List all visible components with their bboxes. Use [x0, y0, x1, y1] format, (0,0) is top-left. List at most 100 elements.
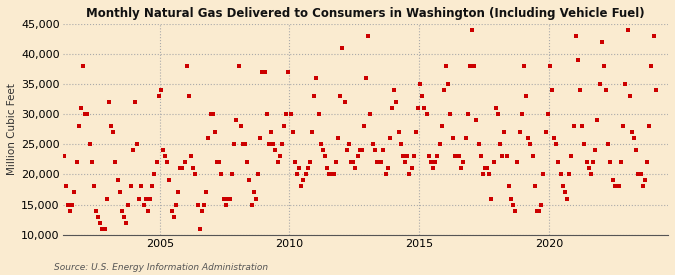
Point: [547, 88, 558, 92]
Point: [545, 64, 556, 68]
Point: [162, 160, 173, 164]
Point: [261, 112, 272, 116]
Point: [309, 94, 320, 98]
Point: [304, 160, 315, 164]
Point: [84, 142, 95, 147]
Point: [130, 100, 140, 104]
Point: [279, 124, 290, 128]
Point: [402, 154, 412, 159]
Point: [315, 142, 326, 147]
Point: [171, 202, 182, 207]
Point: [452, 154, 462, 159]
Point: [346, 160, 356, 164]
Point: [514, 130, 525, 134]
Point: [365, 112, 376, 116]
Point: [626, 130, 637, 134]
Point: [477, 172, 488, 177]
Point: [92, 214, 103, 219]
Point: [393, 130, 404, 134]
Point: [622, 28, 633, 32]
Point: [88, 184, 99, 189]
Point: [493, 112, 504, 116]
Point: [616, 160, 626, 164]
Point: [324, 172, 335, 177]
Point: [166, 208, 177, 213]
Point: [175, 166, 186, 170]
Point: [387, 106, 398, 110]
Point: [376, 160, 387, 164]
Point: [510, 208, 520, 213]
Point: [194, 226, 205, 231]
Point: [508, 202, 518, 207]
Point: [99, 226, 110, 231]
Point: [484, 172, 495, 177]
Point: [285, 112, 296, 116]
Point: [614, 184, 624, 189]
Point: [281, 112, 292, 116]
Point: [250, 196, 261, 201]
Point: [223, 196, 234, 201]
Point: [585, 172, 596, 177]
Point: [423, 154, 434, 159]
Point: [588, 160, 599, 164]
Point: [628, 136, 639, 141]
Point: [599, 64, 610, 68]
Point: [58, 154, 69, 159]
Point: [97, 226, 108, 231]
Point: [177, 166, 188, 170]
Point: [123, 202, 134, 207]
Point: [236, 124, 246, 128]
Point: [358, 124, 369, 128]
Point: [475, 154, 486, 159]
Point: [443, 82, 454, 86]
Title: Monthly Natural Gas Delivered to Consumers in Washington (Including Vehicle Fuel: Monthly Natural Gas Delivered to Consume…: [86, 7, 645, 20]
Point: [350, 166, 360, 170]
Point: [566, 154, 577, 159]
Point: [558, 184, 568, 189]
Point: [419, 106, 430, 110]
Point: [121, 220, 132, 225]
Point: [432, 154, 443, 159]
Point: [317, 148, 328, 153]
Point: [603, 142, 614, 147]
Point: [421, 112, 432, 116]
Point: [209, 130, 220, 134]
Point: [101, 196, 112, 201]
Point: [300, 172, 311, 177]
Point: [553, 160, 564, 164]
Point: [214, 160, 225, 164]
Point: [78, 64, 88, 68]
Point: [153, 94, 164, 98]
Point: [596, 40, 607, 44]
Point: [540, 130, 551, 134]
Point: [229, 142, 240, 147]
Point: [577, 124, 588, 128]
Point: [391, 100, 402, 104]
Point: [456, 166, 466, 170]
Point: [263, 142, 274, 147]
Point: [244, 178, 255, 183]
Point: [71, 160, 82, 164]
Point: [538, 172, 549, 177]
Point: [344, 142, 354, 147]
Point: [360, 76, 371, 80]
Point: [529, 184, 540, 189]
Point: [448, 136, 458, 141]
Point: [650, 88, 661, 92]
Point: [138, 202, 149, 207]
Point: [583, 166, 594, 170]
Point: [132, 142, 142, 147]
Point: [335, 94, 346, 98]
Point: [460, 136, 471, 141]
Point: [499, 130, 510, 134]
Point: [326, 172, 337, 177]
Point: [259, 70, 270, 74]
Point: [290, 160, 300, 164]
Point: [227, 172, 238, 177]
Point: [110, 160, 121, 164]
Point: [302, 166, 313, 170]
Point: [56, 148, 67, 153]
Point: [67, 202, 78, 207]
Point: [90, 208, 101, 213]
Point: [495, 142, 506, 147]
